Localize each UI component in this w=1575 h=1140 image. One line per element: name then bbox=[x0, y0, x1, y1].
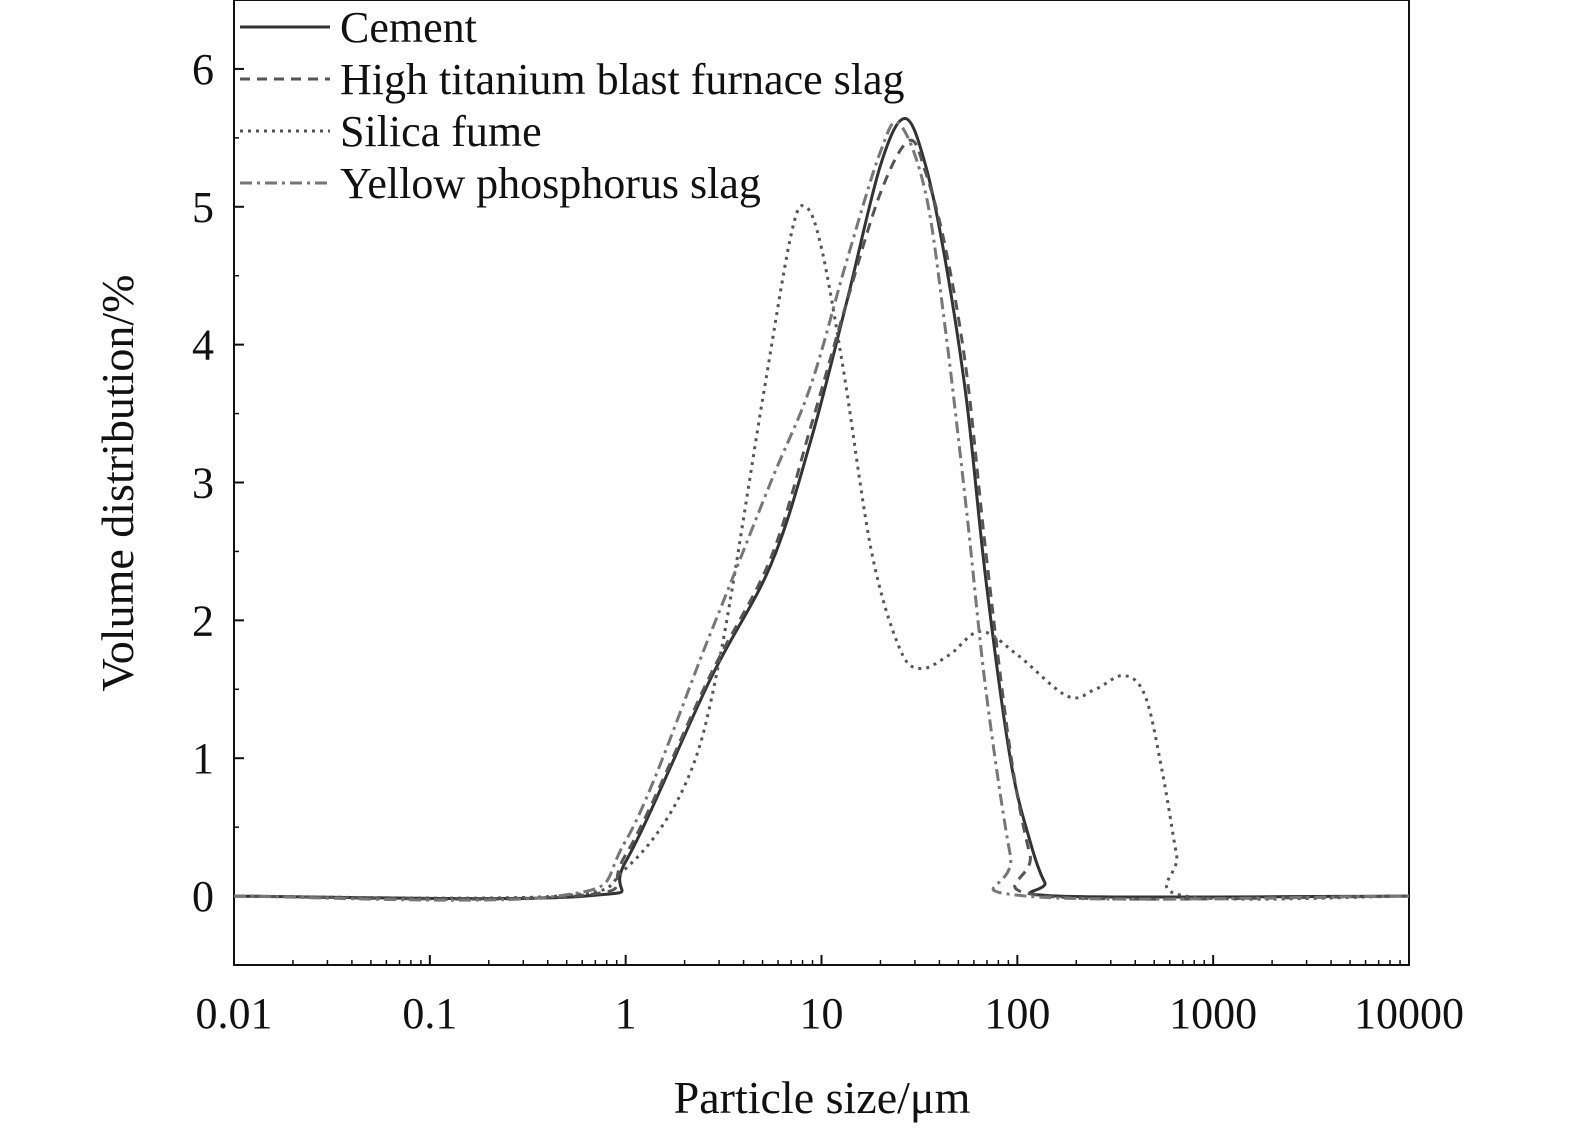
series-line-1 bbox=[233, 138, 1410, 901]
y-tick-label: 0 bbox=[192, 872, 214, 921]
x-tick-label: 0.1 bbox=[402, 989, 457, 1038]
y-axis-label: Volume distribution/% bbox=[92, 275, 143, 692]
x-tick-label: 1 bbox=[615, 989, 637, 1038]
legend-label: Silica fume bbox=[340, 107, 542, 156]
legend-label: Yellow phosphorus slag bbox=[340, 159, 761, 208]
x-tick-label: 1000 bbox=[1169, 989, 1257, 1038]
y-tick-label: 5 bbox=[192, 183, 214, 232]
legend-label: High titanium blast furnace slag bbox=[340, 55, 905, 104]
y-axis: 0 1 2 3 4 5 6 bbox=[192, 45, 244, 921]
x-tick-label: 10000 bbox=[1354, 989, 1464, 1038]
y-tick-label: 4 bbox=[192, 321, 214, 370]
y-tick-label: 1 bbox=[192, 734, 214, 783]
series-line-3 bbox=[233, 120, 1410, 902]
series-line-0 bbox=[233, 117, 1410, 901]
x-axis-label: Particle size/μm bbox=[674, 1072, 971, 1123]
y-tick-label: 3 bbox=[192, 459, 214, 508]
x-tick-label: 10 bbox=[800, 989, 844, 1038]
y-tick-label: 2 bbox=[192, 596, 214, 645]
series-line-2 bbox=[233, 204, 1410, 901]
x-tick-label: 100 bbox=[984, 989, 1050, 1038]
y-tick-label: 6 bbox=[192, 45, 214, 94]
legend-label: Cement bbox=[340, 3, 477, 52]
series-lines bbox=[233, 117, 1410, 902]
x-tick-label: 0.01 bbox=[196, 989, 273, 1038]
x-axis: 0.01 0.1 1 10 100 1000 10000 bbox=[196, 955, 1464, 1038]
